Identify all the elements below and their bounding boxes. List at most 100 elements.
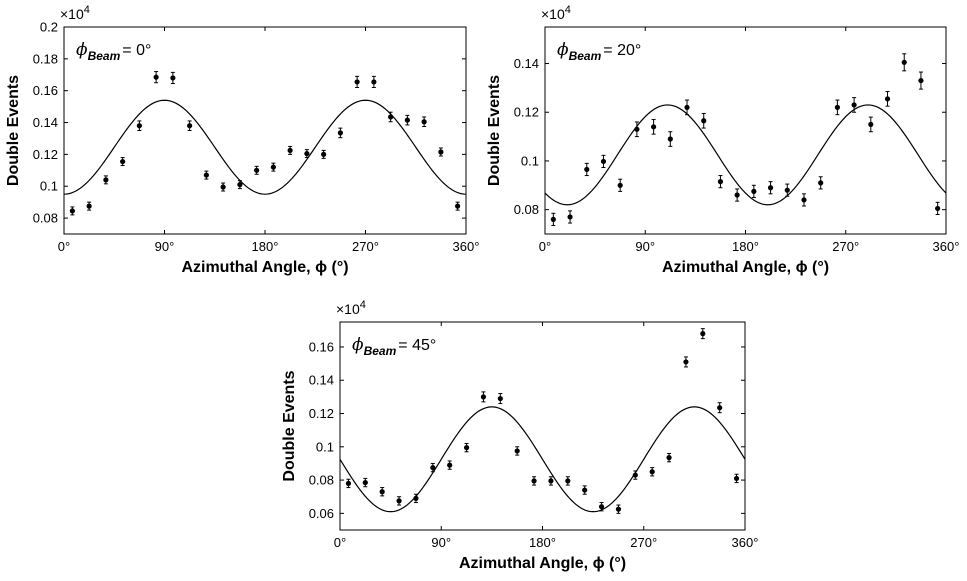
data-point xyxy=(304,149,310,159)
data-point xyxy=(550,212,556,226)
data-marker xyxy=(717,179,724,185)
data-point xyxy=(615,504,622,514)
data-point xyxy=(565,476,571,486)
data-point xyxy=(751,184,757,198)
data-point xyxy=(935,201,941,216)
data-marker xyxy=(632,472,638,478)
data-point xyxy=(868,116,874,133)
data-marker xyxy=(337,130,343,136)
data-marker xyxy=(362,479,368,486)
data-marker xyxy=(683,359,689,365)
data-marker xyxy=(751,188,757,194)
data-marker xyxy=(321,151,327,157)
y-tick-label: 0.12 xyxy=(514,105,539,120)
data-marker xyxy=(565,478,571,484)
data-marker xyxy=(354,79,360,85)
axis-multiplier: ×104 xyxy=(541,4,571,22)
data-marker xyxy=(901,59,907,65)
data-point xyxy=(447,460,453,470)
data-point xyxy=(700,328,706,340)
data-point xyxy=(421,116,427,128)
data-point xyxy=(371,75,377,89)
data-marker xyxy=(220,184,226,190)
fit-curve xyxy=(544,104,947,206)
x-tick-label: 0° xyxy=(539,239,551,254)
data-point xyxy=(463,442,470,453)
data-marker xyxy=(684,104,690,110)
x-tick-label: 270° xyxy=(630,535,657,550)
data-marker xyxy=(438,149,444,155)
data-point xyxy=(270,162,276,172)
data-marker xyxy=(447,462,453,468)
data-marker xyxy=(497,395,503,402)
data-point xyxy=(497,393,503,405)
data-marker xyxy=(666,455,672,461)
data-point xyxy=(649,467,655,477)
multiplier-base: ×10 xyxy=(336,301,360,317)
data-point xyxy=(379,487,385,497)
data-marker xyxy=(651,124,657,130)
multiplier-base: ×10 xyxy=(541,6,565,22)
data-point xyxy=(598,502,605,512)
data-point xyxy=(548,476,554,486)
data-marker xyxy=(514,448,520,454)
data-point xyxy=(136,120,142,131)
data-marker xyxy=(767,185,774,191)
annotation-symbol: ϕ xyxy=(352,335,364,355)
data-point xyxy=(734,188,740,202)
data-point xyxy=(120,157,126,167)
data-point xyxy=(220,182,226,192)
y-tick-label: 0.1 xyxy=(40,179,58,194)
data-point xyxy=(187,120,193,131)
data-marker xyxy=(379,489,385,495)
multiplier-exponent: 4 xyxy=(360,299,366,311)
multiplier-exponent: 4 xyxy=(565,4,571,16)
annotation-value: = 20° xyxy=(603,42,641,59)
y-tick-label: 0.16 xyxy=(309,339,334,354)
data-marker xyxy=(455,203,461,209)
data-marker xyxy=(868,121,874,128)
data-marker xyxy=(345,480,352,487)
beam-angle-annotation: ϕBeam = 45° xyxy=(352,335,436,358)
data-marker xyxy=(371,79,377,85)
data-marker xyxy=(531,478,537,484)
data-point xyxy=(396,496,402,506)
data-marker xyxy=(667,136,673,142)
data-marker xyxy=(548,478,554,484)
fit-curve xyxy=(63,99,467,195)
data-point xyxy=(918,71,924,90)
beam-angle-annotation: ϕBeam = 20° xyxy=(557,40,641,63)
data-point xyxy=(531,476,537,486)
data-point xyxy=(666,452,672,463)
data-marker xyxy=(170,75,176,81)
y-axis-label: Double Events xyxy=(5,75,22,186)
data-point xyxy=(287,145,293,155)
x-tick-label: 0° xyxy=(334,535,346,550)
data-marker xyxy=(717,405,723,411)
data-point xyxy=(884,91,891,107)
axis-multiplier: ×104 xyxy=(60,4,90,22)
chart-panel-1: 0° 90° 180° 270° 360° 0.08 0.1 0.12 0.14 0.16 0.18… xyxy=(5,4,479,276)
y-tick-label: 0.12 xyxy=(33,147,58,162)
data-marker xyxy=(567,214,573,220)
data-point xyxy=(801,193,807,207)
data-point xyxy=(632,470,638,480)
data-point xyxy=(321,149,327,159)
x-tick-label: 270° xyxy=(832,239,859,254)
x-axis-label: Azimuthal Angle, ϕ (°) xyxy=(181,259,348,276)
data-marker xyxy=(388,114,394,120)
data-point xyxy=(767,181,774,195)
data-marker xyxy=(69,208,75,214)
x-tick-label: 0° xyxy=(58,239,70,254)
y-tick-label: 0.08 xyxy=(33,211,58,226)
data-point xyxy=(254,165,260,175)
x-tick-label: 360° xyxy=(732,535,759,550)
x-axis-label: Azimuthal Angle, ϕ (°) xyxy=(662,259,829,276)
data-marker xyxy=(480,394,487,400)
data-point xyxy=(834,99,840,116)
data-point xyxy=(413,493,419,504)
data-point xyxy=(404,114,410,126)
x-tick-label: 180° xyxy=(529,535,556,550)
data-marker xyxy=(421,119,427,125)
